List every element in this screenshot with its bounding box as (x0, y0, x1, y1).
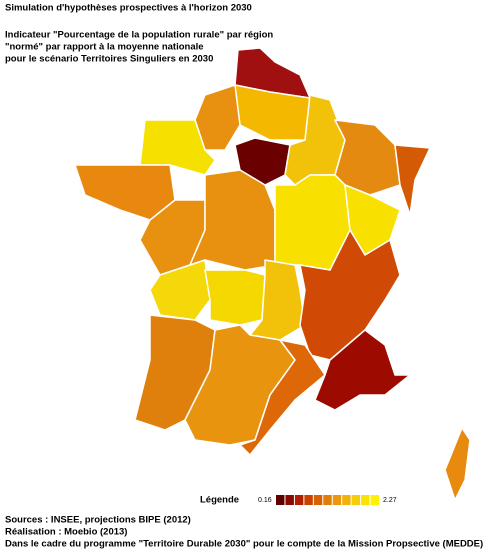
legend-swatch (285, 495, 294, 505)
legend-scale (276, 495, 379, 505)
region (299, 229, 401, 361)
legend-max: 2.27 (383, 497, 397, 504)
legend-swatch (313, 495, 323, 505)
region (394, 144, 431, 216)
legend-swatch (370, 495, 379, 505)
legend-swatch (304, 495, 313, 505)
region (204, 269, 266, 326)
footer-line: Sources : INSEE, projections BIPE (2012) (5, 515, 191, 526)
legend-title: Légende (200, 495, 239, 506)
legend-min: 0.16 (258, 497, 272, 504)
legend-swatch (294, 495, 304, 505)
legend-swatch (361, 495, 370, 505)
footer-line: Réalisation : Moebio (2013) (5, 527, 127, 538)
legend-swatch (351, 495, 361, 505)
legend-swatch (332, 495, 342, 505)
legend-swatch (276, 495, 285, 505)
title: Simulation d'hypothèses prospectives à l… (5, 3, 252, 14)
subtitle-line: "normé" par rapport à la moyenne nationa… (5, 42, 204, 53)
subtitle-line: pour le scénario Territoires Singuliers … (5, 54, 213, 65)
subtitle-line: Indicateur "Pourcentage de la population… (5, 30, 273, 41)
region (444, 427, 471, 501)
region (189, 169, 276, 271)
france-map (74, 47, 471, 501)
region (314, 329, 411, 411)
legend-swatch (323, 495, 332, 505)
legend-swatch (342, 495, 351, 505)
region (239, 339, 326, 456)
region (149, 259, 211, 321)
footer-line: Dans le cadre du programme "Territoire D… (5, 539, 483, 550)
